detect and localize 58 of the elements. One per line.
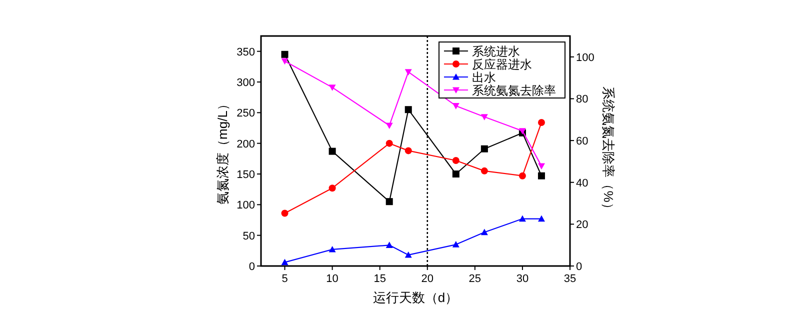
point: [281, 50, 288, 58]
point: [404, 251, 412, 258]
point: [538, 163, 545, 170]
point: [518, 172, 526, 180]
point: [480, 145, 488, 152]
point: [328, 84, 336, 91]
x-axis-title: 运行天数（d）: [372, 290, 458, 305]
point: [480, 114, 488, 120]
y-tick-label: 50: [242, 230, 255, 242]
legend-label: 系统进水: [472, 44, 520, 58]
point: [518, 215, 526, 222]
legend-label: 出水: [472, 70, 496, 84]
legend-label: 反应器进水: [472, 58, 532, 72]
y-tick-label: 250: [236, 108, 255, 120]
point: [538, 172, 545, 180]
point: [404, 106, 412, 114]
point: [538, 215, 545, 222]
x-tick-label: 30: [516, 273, 529, 285]
y2-tick-label: 40: [576, 177, 588, 190]
y2-tick-label: 20: [576, 219, 588, 232]
point: [452, 170, 460, 178]
x-tick-label: 25: [468, 273, 482, 285]
y-axis-title: 氨氮浓度（mg/L）: [215, 98, 230, 204]
x-tick-label: 20: [421, 273, 434, 285]
point: [404, 147, 412, 154]
point: [480, 228, 488, 236]
point: [452, 103, 460, 110]
point: [386, 198, 393, 206]
y2-axis-title: 系统氨氮去除率（%）: [601, 86, 616, 216]
y2-tick-label: 60: [576, 136, 588, 148]
y-tick-label: 0: [248, 261, 255, 273]
x-tick-label: 35: [564, 273, 576, 285]
point: [480, 167, 488, 174]
y-tick-label: 350: [236, 46, 255, 58]
x-tick-label: 15: [374, 273, 386, 285]
point: [452, 241, 460, 248]
point: [386, 140, 393, 147]
y2-tick-label: 100: [576, 52, 594, 64]
y-tick-label: 150: [236, 169, 255, 181]
y-tick-label: 100: [236, 200, 255, 212]
y-tick-label: 300: [236, 77, 255, 89]
y2-tick-label: 0: [576, 261, 582, 273]
point: [328, 246, 336, 252]
point: [404, 69, 412, 76]
point: [328, 148, 336, 155]
point: [281, 58, 288, 65]
y2-tick-label: 80: [576, 94, 588, 106]
point: [386, 242, 393, 248]
y-tick-label: 200: [236, 138, 255, 150]
legend-label: 系统氨氮去除率: [472, 84, 556, 98]
x-tick-label: 10: [326, 273, 338, 285]
point: [452, 157, 460, 164]
point: [281, 258, 288, 266]
point: [386, 122, 393, 129]
x-tick-label: 5: [282, 273, 288, 285]
point: [538, 118, 545, 126]
point: [328, 184, 336, 192]
point: [281, 210, 288, 217]
